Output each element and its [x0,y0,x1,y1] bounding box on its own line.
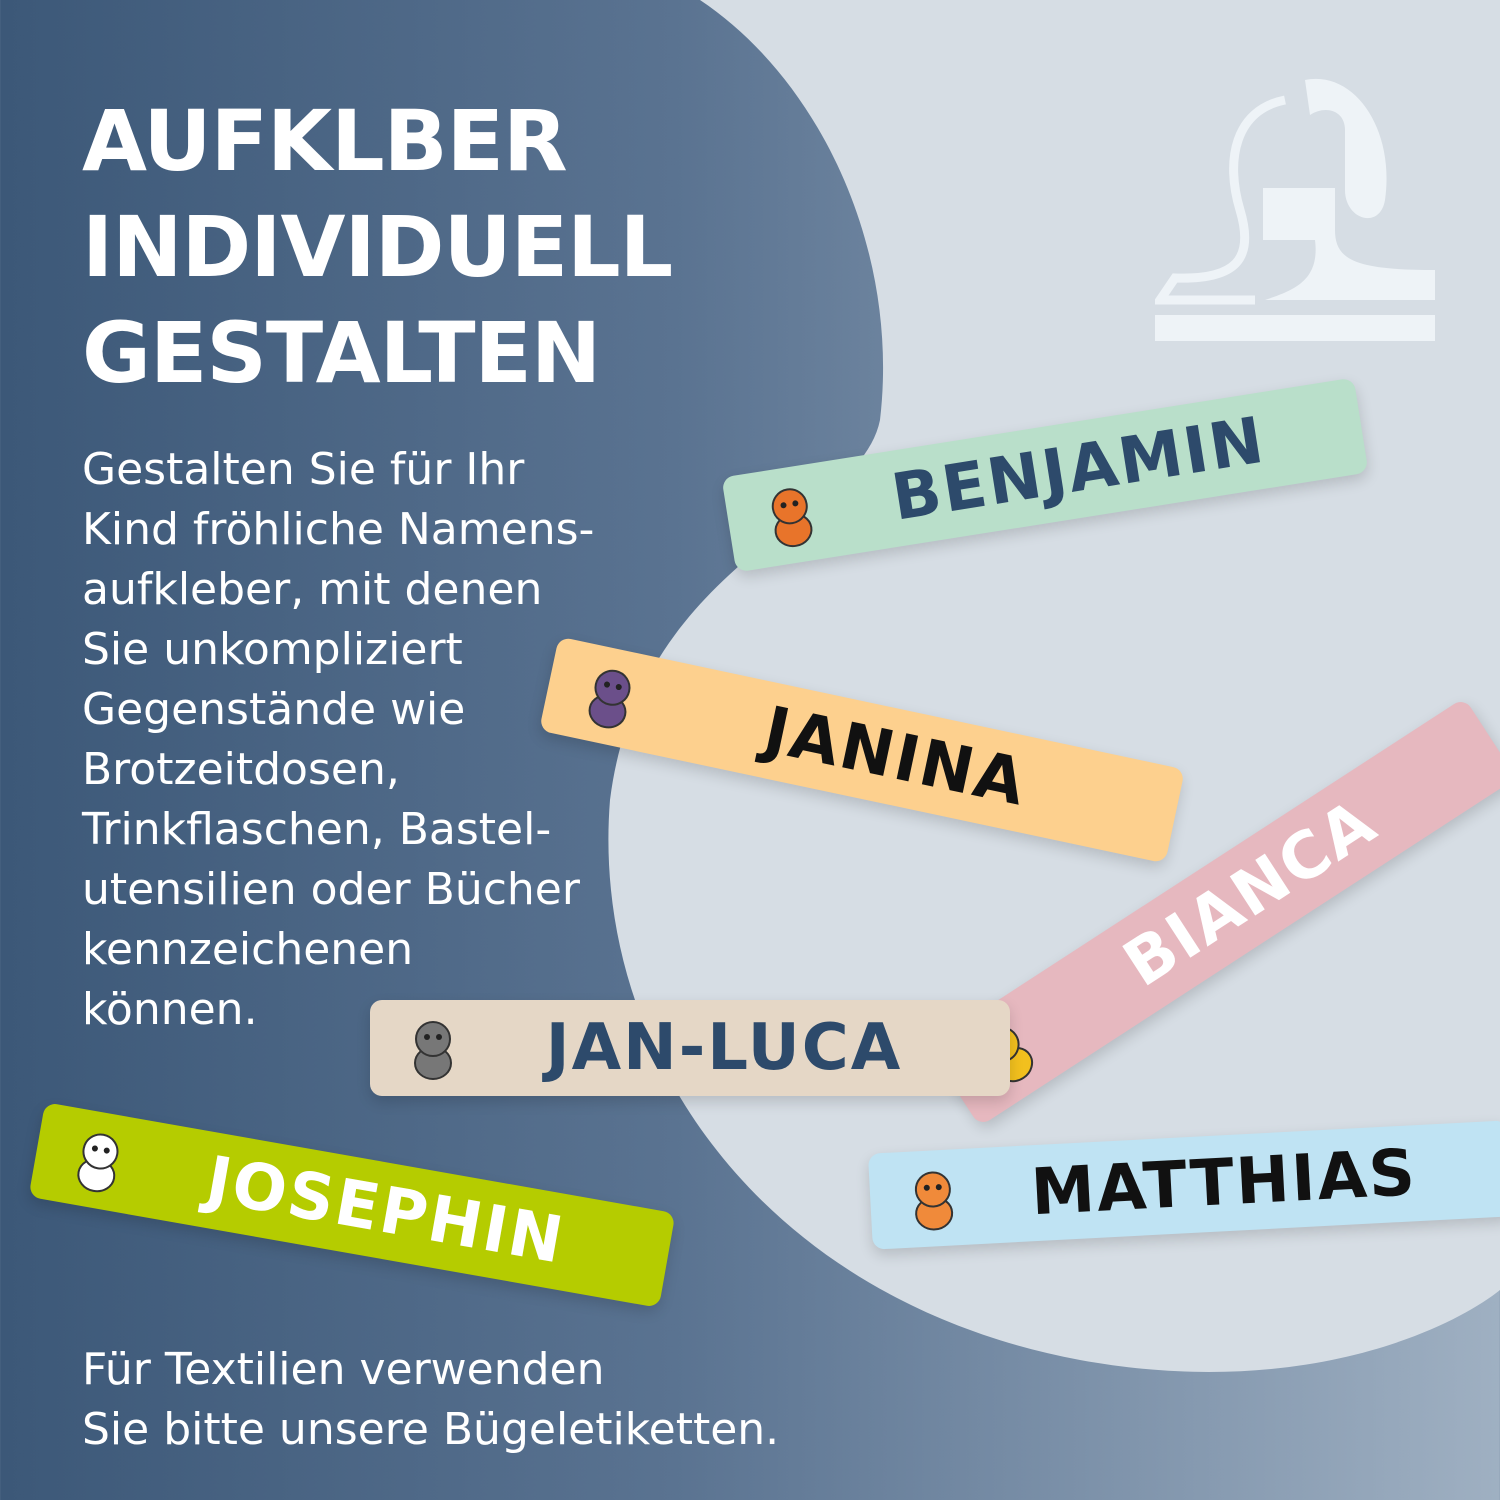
headline-line: AUFKLBER [82,92,568,190]
footer-line: Sie bitte unsere Bügeletiketten. [82,1404,780,1455]
footer-note: Für Textilien verwenden Sie bitte unsere… [82,1340,779,1460]
sticker-name: MATTHIAS [1029,1136,1419,1231]
brand-logo [1155,78,1435,341]
panda-icon [77,1133,119,1193]
cat-icon [914,1171,954,1231]
headline-line: GESTALTEN [82,304,601,402]
headline: AUFKLBER INDIVIDUELL GESTALTEN [82,88,673,406]
name-sticker-josephin: JOSEPHIN [28,1102,676,1308]
name-sticker-matthias: MATTHIAS [867,1120,1500,1250]
description-line: kennzeichenen [82,924,414,975]
description-line: Kind fröhliche Namens- [82,504,595,555]
headline-line: INDIVIDUELL [82,198,673,296]
sticker-name: JAN-LUCA [545,1011,903,1085]
description-line: utensilien oder Bücher [82,864,580,915]
name-sticker-jan-luca: JAN-LUCA [370,1000,1010,1096]
description: Gestalten Sie für Ihr Kind fröhliche Nam… [82,440,662,1040]
owl-icon [588,669,631,729]
description-line: Sie unkompliziert [82,624,463,675]
description-line: können. [82,984,258,1035]
footer-line: Für Textilien verwenden [82,1344,605,1395]
description-line: Gestalten Sie für Ihr [82,444,525,495]
description-line: aufkleber, mit denen [82,564,543,615]
description-line: Gegenstände wie [82,684,466,735]
name-sticker-janina: JANINA [539,636,1185,864]
description-line: Trinkflaschen, Bastel- [82,804,552,855]
fox-icon [771,488,813,548]
raccoon-icon [414,1021,452,1080]
name-sticker-benjamin: BENJAMIN [721,377,1369,573]
description-line: Brotzeitdosen, [82,744,400,795]
